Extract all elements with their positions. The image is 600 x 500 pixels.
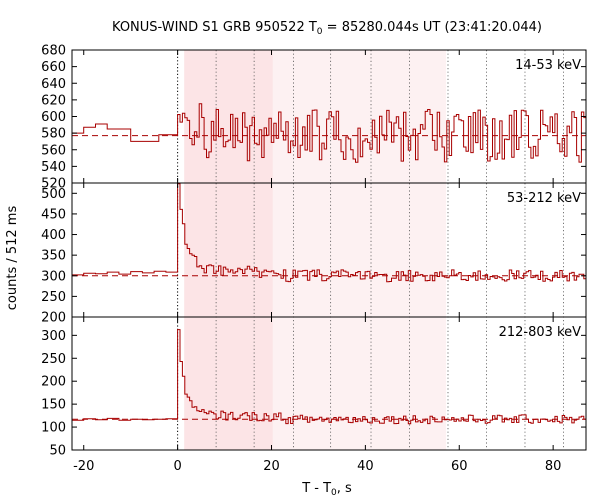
y-tick-label: 150 — [41, 398, 66, 413]
y-tick-label: 660 — [41, 60, 66, 75]
shaded-interval-1 — [184, 50, 273, 450]
y-tick-label: 200 — [41, 311, 66, 326]
x-tick-label: -20 — [73, 459, 94, 474]
y-tick-label: 300 — [41, 329, 66, 344]
y-tick-label: 350 — [41, 249, 66, 264]
y-tick-label: 250 — [41, 352, 66, 367]
y-tick-label: 250 — [41, 290, 66, 305]
y-tick-label: 580 — [41, 127, 66, 142]
light-curve-series — [72, 103, 586, 163]
y-tick-label: 500 — [41, 187, 66, 202]
x-tick-label: 80 — [545, 459, 562, 474]
x-tick-label: 40 — [357, 459, 374, 474]
light-curve-series — [72, 329, 586, 425]
shaded-interval-2 — [272, 50, 447, 450]
y-tick-label: 520 — [41, 177, 66, 192]
energy-band-label: 53-212 keV — [507, 191, 581, 206]
y-tick-label: 620 — [41, 93, 66, 108]
panel-frame — [71, 316, 587, 451]
x-axis-label: T - T0, s — [301, 481, 352, 498]
chart-title: KONUS-WIND S1 GRB 950522 T0 = 85280.044s… — [112, 20, 542, 37]
energy-band-label: 14-53 keV — [515, 58, 581, 73]
y-tick-label: 200 — [41, 375, 66, 390]
y-tick-label: 400 — [41, 228, 66, 243]
y-tick-label: 560 — [41, 143, 66, 158]
y-tick-label: 300 — [41, 269, 66, 284]
y-tick-label: 640 — [41, 77, 66, 92]
panel-3: 50 100 150 200 250 300 212-803 keV — [41, 316, 587, 459]
x-tick-label: 20 — [263, 459, 280, 474]
energy-band-label: 212-803 keV — [499, 325, 582, 340]
x-tick-label: 0 — [173, 459, 181, 474]
y-tick-label: 100 — [41, 421, 66, 436]
y-tick-label: 540 — [41, 160, 66, 175]
y-tick-label: 600 — [41, 110, 66, 125]
x-tick-label: 60 — [451, 459, 468, 474]
y-axis-label: counts / 512 ms — [5, 206, 20, 311]
y-tick-label: 450 — [41, 207, 66, 222]
y-tick-label: 50 — [49, 444, 66, 459]
y-tick-label: 680 — [41, 44, 66, 59]
light-curve-series — [72, 183, 586, 283]
